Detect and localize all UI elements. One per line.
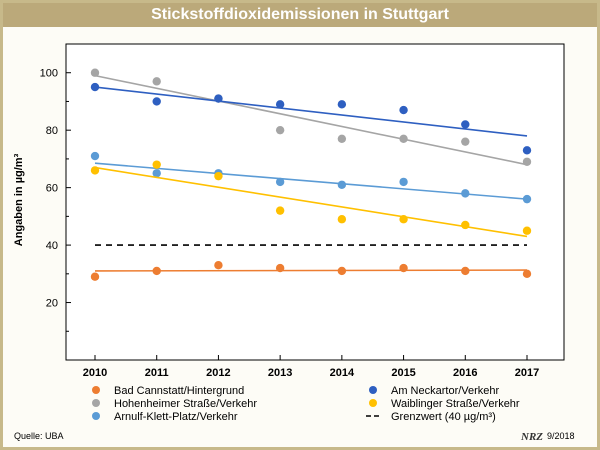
data-point [90,151,100,161]
date-label: 9/2018 [547,431,575,441]
trend-line [94,86,528,137]
x-tick-label: 2014 [330,367,355,379]
data-point [152,97,161,106]
data-point [152,77,161,86]
x-tick-label: 2010 [83,367,107,379]
trend-line [94,166,528,238]
data-point [399,263,408,273]
data-point [337,266,347,276]
legend-marker [369,386,377,394]
data-point [337,215,347,224]
data-point [152,266,161,276]
trend-line [94,162,528,200]
data-point [337,100,347,109]
publisher-logo: NRZ [520,431,543,443]
data-point [152,160,161,169]
x-tick-label: 2015 [391,367,415,379]
legend-marker [92,399,100,407]
data-point [90,272,100,281]
x-tick-label: 2017 [515,367,539,379]
y-tick-label: 100 [40,68,58,80]
chart-title: Stickstoffdioxidemissionen in Stuttgart [3,3,597,27]
legend-label: Waiblinger Straße/Verkehr [391,398,520,410]
data-point [522,269,532,279]
data-point [275,125,285,135]
data-point [337,134,347,143]
data-point [90,166,100,175]
data-point [214,171,223,181]
data-point [337,180,347,189]
x-tick-label: 2011 [145,367,169,379]
trend-line [94,269,528,272]
plot-border [65,43,565,361]
data-point [461,189,470,198]
data-point [461,220,470,230]
data-point [214,261,223,270]
plot-area [90,68,532,281]
x-tick-label: 2013 [268,367,292,379]
data-point [214,94,223,103]
y-tick-label: 40 [46,240,58,252]
data-point [522,226,532,235]
legend-label: Am Neckartor/Verkehr [391,385,500,397]
trend-line [94,74,528,166]
x-tick-label: 2012 [206,367,230,379]
data-point [522,194,532,204]
data-point [275,177,285,187]
legend-marker [369,399,377,407]
y-tick-label: 60 [46,183,58,195]
data-point [399,215,408,224]
data-point [152,169,161,178]
data-point [90,82,100,92]
data-point [399,134,408,143]
data-point [522,157,532,166]
data-point [275,100,285,109]
data-point [522,146,532,155]
x-tick-label: 2016 [453,367,477,379]
data-point [90,68,100,77]
data-point [399,177,408,187]
y-tick-label: 80 [46,125,58,137]
legend-label: Arnulf-Klett-Platz/Verkehr [114,411,238,423]
source-label: Quelle: UBA [14,431,64,441]
data-point [399,105,408,115]
data-point [461,137,470,146]
data-point [275,206,285,215]
y-tick-label: 20 [46,298,58,310]
data-point [275,263,285,273]
legend-label: Bad Cannstatt/Hintergrund [114,385,244,397]
legend-label: Hohenheimer Straße/Verkehr [114,398,257,410]
legend-marker [92,386,100,394]
legend-marker [92,412,100,420]
axes: 20 40 60 80 100 2010 2011 2012 2013 2014 2015 2016 2… [40,43,565,379]
data-point [461,120,470,129]
legend-reference-label: Grenzwert (40 µg/m³) [391,411,496,423]
y-axis-label: Angaben in µg/m³ [13,153,25,246]
data-point [461,266,470,276]
